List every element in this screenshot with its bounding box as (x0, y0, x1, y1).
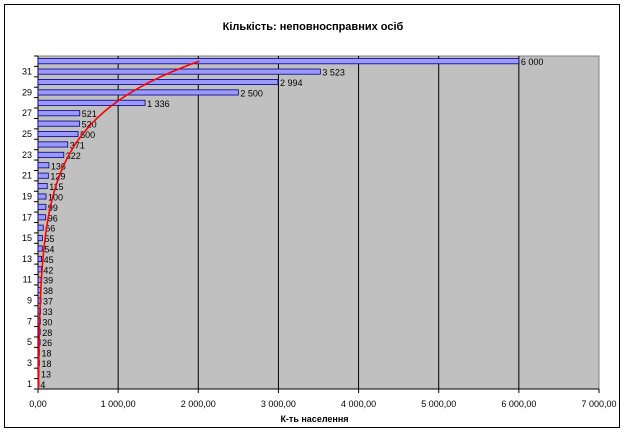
data-label: 54 (44, 245, 54, 255)
x-tick-label: 5 000,00 (421, 399, 456, 409)
y-tick-label: 31 (22, 67, 32, 77)
data-label: 2 500 (240, 88, 263, 98)
bar (37, 151, 65, 158)
bar (37, 110, 81, 117)
data-label: 100 (48, 192, 63, 202)
x-tick-label: 7 000,00 (581, 399, 616, 409)
y-tick-label: 21 (22, 171, 32, 181)
data-label: 33 (43, 307, 53, 317)
data-label: 13 (41, 369, 51, 379)
data-label: 96 (48, 213, 58, 223)
data-label: 115 (49, 182, 63, 192)
x-tick-label: 3 000,00 (261, 399, 296, 409)
data-label: 18 (41, 359, 51, 369)
data-label: 26 (42, 338, 52, 348)
bar (37, 99, 146, 106)
data-label: 136 (51, 161, 66, 171)
bar (37, 58, 520, 65)
data-label: 2 994 (280, 78, 303, 88)
data-label: 45 (44, 255, 54, 265)
y-tick-label: 7 (27, 316, 32, 326)
data-label: 520 (82, 120, 97, 130)
y-tick-label: 13 (22, 254, 32, 264)
data-label: 322 (66, 151, 81, 161)
data-label: 42 (43, 265, 53, 275)
bar (37, 172, 49, 179)
y-tick-label: 17 (22, 212, 32, 222)
data-label: 28 (42, 328, 52, 338)
plot-area (37, 55, 600, 390)
data-label: 500 (80, 130, 95, 140)
x-axis-label: К-ть населення (280, 414, 348, 424)
y-tick-label: 3 (27, 358, 32, 368)
y-tick-label: 19 (22, 191, 32, 201)
data-label: 1 336 (147, 99, 170, 109)
data-label: 37 (43, 297, 53, 307)
y-tick-label: 29 (22, 87, 32, 97)
bar (37, 203, 47, 210)
bar (37, 120, 81, 127)
y-tick-label: 9 (27, 296, 32, 306)
data-label: 18 (41, 349, 51, 359)
x-tick-label: 6 000,00 (501, 399, 536, 409)
bar (37, 266, 42, 273)
y-tick-label: 23 (22, 150, 32, 160)
data-label: 4 (40, 380, 45, 390)
y-tick-label: 11 (23, 275, 32, 285)
y-tick-label: 5 (27, 337, 32, 347)
y-tick-label: 15 (22, 233, 32, 243)
x-tick-label: 4 000,00 (341, 399, 376, 409)
bar (37, 79, 279, 86)
bar (37, 214, 47, 221)
trendline (37, 60, 200, 390)
bar (37, 193, 47, 200)
data-label: 30 (42, 317, 52, 327)
bar (37, 255, 43, 262)
data-label: 521 (82, 109, 97, 119)
y-tick-label: 1 (27, 379, 32, 389)
data-label: 66 (45, 224, 55, 234)
bar (37, 141, 69, 148)
x-tick-label: 2 000,00 (181, 399, 216, 409)
bar (37, 68, 321, 75)
bar (37, 224, 44, 231)
bar (37, 245, 43, 252)
chart-frame: Кількість: неповносправних осіб 0,00 1 000… (4, 4, 620, 428)
bar (37, 235, 43, 242)
data-label: 129 (50, 172, 65, 182)
bar-chart: Кількість: неповносправних осіб 0,00 1 000… (22, 21, 617, 424)
y-tick-label: 27 (22, 108, 32, 118)
data-label: 6 000 (521, 57, 544, 67)
x-tick-label: 0,00 (29, 399, 47, 409)
bar (37, 131, 79, 138)
y-tick-label: 25 (22, 129, 32, 139)
x-tick-label: 1 000,00 (101, 399, 136, 409)
chart-title: Кількість: неповносправних осіб (223, 21, 404, 33)
data-label: 38 (43, 286, 53, 296)
bar (37, 183, 48, 190)
data-label: 99 (48, 203, 58, 213)
data-label: 39 (43, 276, 53, 286)
bar (37, 89, 239, 96)
data-label: 371 (70, 140, 85, 150)
bar (37, 162, 50, 169)
data-label: 55 (44, 234, 54, 244)
data-label: 3 523 (322, 68, 345, 78)
